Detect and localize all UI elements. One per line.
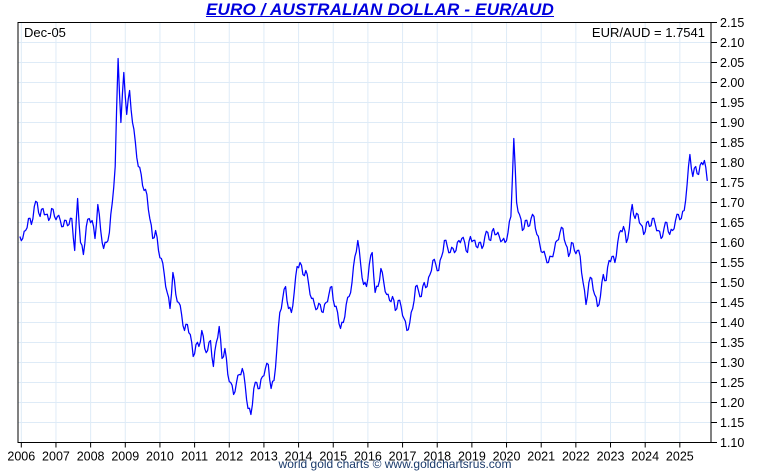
y-tick-label: 1.80 [720,156,744,170]
y-axis-labels: 2.15 2.10 2.05 2.00 1.95 1.90 1.85 1.80 1.75 1.70… [720,16,744,450]
y-tick-label: 1.65 [720,216,744,230]
y-tick-label: 1.35 [720,336,744,350]
chart-title: EURO / AUSTRALIAN DOLLAR - EUR/AUD [205,0,555,19]
y-tick-label: 2.00 [720,76,744,90]
y-tick-label: 1.75 [720,176,744,190]
x-axis-labels: 2006 2007 2008 2009 2010 2011 2012 2013 2014 2015… [7,450,693,464]
plot-border [17,22,712,443]
x-tick-label: 2024 [631,450,659,464]
y-tick-label: 1.50 [720,276,744,290]
y-tick-label: 1.90 [720,116,744,130]
y-tick-label: 1.60 [720,236,744,250]
y-tick-label: 1.85 [720,136,744,150]
y-tick-label: 1.20 [720,396,744,410]
x-tick-label: 2011 [181,450,208,464]
current-value-label: EUR/AUD = 1.7541 [591,25,705,40]
x-tick-label: 2021 [527,450,555,464]
y-tick-label: 2.05 [720,56,744,70]
x-tick-label: 2012 [215,450,243,464]
x-tick-label: 2017 [389,450,417,464]
x-tick-label: 2015 [319,450,347,464]
x-tick-label: 2023 [597,450,625,464]
price-line [19,57,708,416]
x-tick-label: 2025 [666,450,694,464]
x-tick-label: 2016 [354,450,382,464]
x-tick-label: 2010 [146,450,174,464]
x-tick-label: 2014 [285,450,313,464]
y-tick-label: 1.25 [720,376,744,390]
y-tick-label: 1.70 [720,196,744,210]
x-tick-label: 2009 [111,450,139,464]
y-tick-label: 1.15 [720,416,744,430]
x-tick-label: 2013 [250,450,278,464]
y-tick-label: 2.10 [720,36,744,50]
x-tick-label: 2022 [562,450,590,464]
y-tick-label: 1.10 [720,436,744,450]
start-date-label: Dec-05 [24,25,66,40]
y-tick-label: 1.40 [720,316,744,330]
x-tick-label: 2020 [493,450,521,464]
grid-lines [18,22,711,443]
y-tick-label: 1.45 [720,296,744,310]
x-tick-label: 2018 [423,450,451,464]
footer-credit: world gold charts © www.goldchartsrus.co… [278,457,512,471]
x-tick-label: 2006 [7,450,35,464]
y-tick-label: 1.95 [720,96,744,110]
x-tick-label: 2019 [458,450,486,464]
y-tick-label: 1.55 [720,256,744,270]
y-tick-label: 1.30 [720,356,744,370]
x-tick-label: 2007 [42,450,70,464]
x-tick-label: 2008 [77,450,105,464]
axis-ticks [20,22,717,448]
y-tick-label: 2.15 [720,16,744,30]
